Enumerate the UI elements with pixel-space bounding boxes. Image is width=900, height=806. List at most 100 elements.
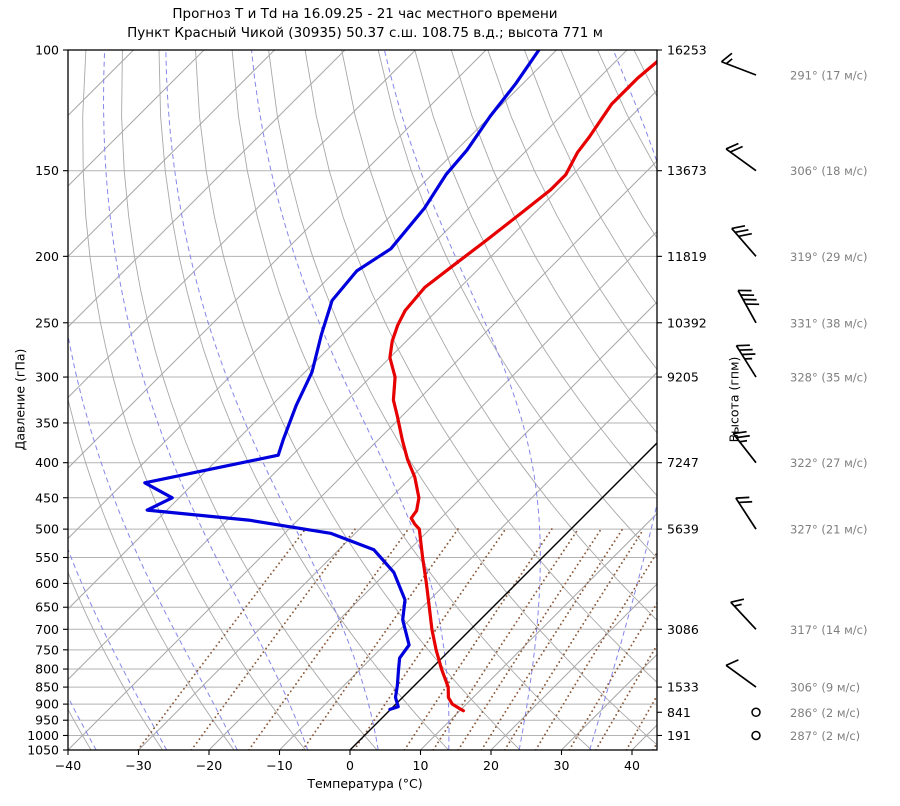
pressure-tick-label: 400 [35,455,59,470]
dry-adiabat-line [304,50,657,683]
chart-title: Прогноз Т и Td на 16.09.25 - 21 час мест… [172,6,558,22]
height-tick-label: 5639 [667,522,699,537]
y-axis-label-height: Высота (гпм) [726,356,742,443]
height-tick-label: 9205 [667,370,699,385]
isotherm-line [279,371,657,750]
isotherm-line [68,160,657,750]
dry-adiabat-line [268,50,657,746]
barb-full [725,142,739,150]
pressure-tick-label: 550 [35,550,59,565]
barb-full [738,500,753,504]
y-axis-label-pressure: Давление (гПа) [12,348,28,451]
x-axis-label: Температура (°C) [307,776,423,791]
temp-tick-label: 40 [624,758,640,773]
wind-label: 317° (14 м/с) [790,623,868,637]
temp-tick-label: 30 [554,758,570,773]
wind-barb [725,659,757,688]
height-tick-label: 10392 [667,315,707,330]
pressure-tick-label: 850 [35,680,59,695]
wind-barb [720,52,757,76]
wind-barb [735,344,757,378]
dry-adiabat-line [450,50,657,434]
pressure-tick-label: 1050 [27,743,59,758]
wind-label: 322° (27 м/с) [790,456,868,470]
wind-label: 306° (9 м/с) [790,681,860,695]
pressure-tick-label: 950 [35,713,59,728]
mixing-ratio-line [503,528,645,750]
dry-adiabat-line [414,50,657,497]
height-tick-label: 191 [667,728,691,743]
barb-full [736,434,750,439]
wind-barb [731,225,757,257]
zero-isotherm-line [349,442,657,750]
temp-tick-label: −20 [196,758,222,773]
chart-subtitle: Пункт Красный Чикой (30935) 50.37 с.ш. 1… [127,25,603,41]
temperature-curve [388,59,657,713]
mixing-ratio-line [457,528,602,750]
barb-full [731,225,746,230]
pressure-tick-label: 200 [35,249,59,264]
wind-label: 306° (18 м/с) [790,164,868,178]
pressure-tick-label: 700 [35,622,59,637]
mixing-ratio-line [595,643,657,750]
barb-full [720,52,733,63]
wind-label: 327° (21 м/с) [790,523,868,537]
mixing-ratio-line [403,528,553,750]
mixing-ratio-line [190,528,356,750]
pressure-tick-label: 600 [35,576,59,591]
dry-adiabat-line [341,50,657,621]
pressure-tick-label: 100 [35,43,59,58]
calm-circle [751,730,761,741]
barb-half [734,603,742,607]
wind-label: 328° (35 м/с) [790,371,868,385]
pressure-tick-label: 900 [35,697,59,712]
dry-adiabat-line [68,397,235,750]
pressure-tick-label: 150 [35,163,59,178]
mixing-ratio-line [137,528,307,750]
pressure-tick-label: 750 [35,642,59,657]
wind-barb [732,430,757,464]
wind-label: 319° (29 м/с) [790,250,868,264]
wind-barb [751,730,761,741]
temp-tick-label: 20 [483,758,499,773]
height-tick-label: 7247 [667,455,699,470]
dewpoint-curve [143,50,541,712]
mixing-ratio-line [568,601,657,750]
barb-full [738,232,752,238]
dry-adiabat-line [82,50,306,750]
wind-barb [751,707,761,718]
pressure-tick-label: 250 [35,315,59,330]
temp-tick-label: −10 [266,758,292,773]
moist-adiabat-line [589,50,657,750]
calm-circle [751,707,761,718]
pressure-tick-label: 1000 [27,728,59,743]
barb-half [725,58,733,65]
isotherm-line [68,50,275,258]
mixing-ratio-line [625,693,657,750]
temp-tick-label: −40 [55,758,81,773]
moist-adiabat-line [102,50,309,750]
moist-adiabat-line [68,695,97,750]
height-tick-label: 841 [667,705,691,720]
isotherm-line [68,50,557,540]
pressure-tick-label: 300 [35,370,59,385]
dry-adiabat-line [377,50,657,559]
moist-adiabat-line [68,332,238,750]
wind-barb [735,496,757,530]
pressure-tick-label: 450 [35,490,59,505]
height-tick-label: 11819 [667,249,707,264]
background-grid [68,50,900,750]
dry-adiabat-line [633,50,657,98]
isotherm-line [631,724,657,750]
dry-adiabat-line [671,50,900,750]
height-tick-label: 16253 [667,43,707,58]
height-tick-label: 13673 [667,163,707,178]
wind-barb [730,598,757,630]
barb-full [733,430,747,435]
moist-adiabat-line [165,50,379,750]
dry-adiabat-line [195,50,521,750]
wind-barb [737,289,760,324]
barb-full [734,228,749,234]
